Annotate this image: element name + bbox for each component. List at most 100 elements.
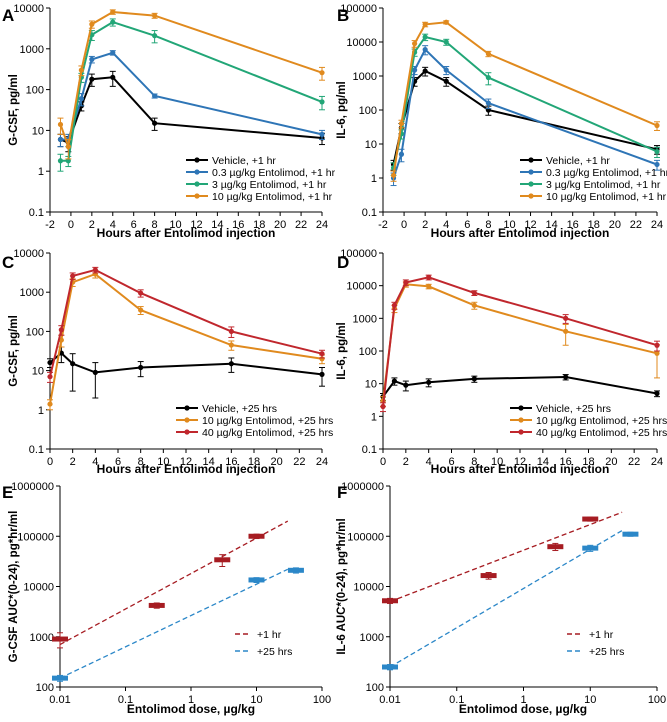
x-tick-label: 14 [545,219,557,231]
series-1 [382,529,639,671]
data-point [403,382,409,388]
x-tick-label: 20 [605,456,617,468]
y-tick-label: 10 [365,379,377,391]
y-tick-label: 10000 [13,3,44,15]
x-tick-label: 18 [588,219,600,231]
series-0 [380,374,660,402]
data-point [412,40,418,47]
x-tick-label: 10 [491,456,503,468]
legend-label: +25 hrs [257,646,292,658]
series-1 [390,45,660,187]
data-point [47,401,53,407]
data-point [110,74,116,80]
panel-letter: E [2,483,13,502]
series-0 [57,70,325,153]
legend-label: 40 µg/kg Entolimod, +25 hrs [536,427,667,439]
panel-letter: D [337,253,349,272]
x-tick-label: 10 [584,694,596,706]
legend-marker [194,181,200,187]
x-tick-label: 16 [232,219,244,231]
legend-marker [528,181,534,187]
y-tick-label: 100000 [340,248,377,260]
y-tick-label: 10000 [346,281,377,293]
y-tick-label: 10000 [13,248,44,260]
y-tick-label: 0.1 [29,207,44,219]
legend-label: 3 µg/kg Entolimod, +1 hr [546,179,661,191]
series-2 [47,266,325,383]
x-tick-label: 12 [180,456,192,468]
x-tick-label: 0 [380,456,386,468]
y-tick-label: 0.1 [362,207,377,219]
series-0 [382,511,623,604]
legend-label: 10 µg/kg Entolimod, +1 hr [212,191,333,203]
y-tick-label: 1000 [353,313,377,325]
panel-letter: A [2,6,14,25]
x-tick-label: 24 [316,219,328,231]
y-tick-label: 100000 [340,3,377,15]
trend-line [389,511,623,603]
data-point [148,602,165,608]
legend-label: 10 µg/kg Entolimod, +25 hrs [202,415,333,427]
data-point [654,350,660,356]
series-1 [57,50,325,148]
x-tick-label: 8 [485,219,491,231]
trend-line [59,520,289,646]
legend-marker [184,417,190,423]
x-tick-label: 20 [271,456,283,468]
legend-label: Vehicle, +1 hr [212,155,276,167]
data-point [382,664,398,670]
legend-label: 0.3 µg/kg Entolimod, +1 hr [212,167,336,179]
legend-marker [184,429,190,435]
series-line [382,375,658,398]
data-point [471,290,477,296]
x-tick-label: 8 [138,456,144,468]
x-tick-label: 2 [422,219,428,231]
y-tick-label: 10 [32,366,44,378]
data-point [622,531,639,537]
series-line [49,351,323,376]
y-tick-label: 100 [359,105,377,117]
y-tick-label: 0.1 [362,444,377,456]
data-point [70,361,76,367]
x-tick-label: 6 [464,219,470,231]
x-tick-label: 16 [560,456,572,468]
x-tick-label: 6 [131,219,137,231]
legend-label: +1 hr [257,629,282,641]
x-tick-label: 18 [253,219,265,231]
data-point [582,516,599,522]
y-tick-label: 10000 [346,37,377,49]
series-line [49,272,323,405]
x-tick-label: 24 [651,456,663,468]
y-tick-label: 100 [26,85,44,97]
x-axis-title: Entolimod dose, µg/kg [127,702,255,716]
series-line [49,268,323,377]
legend: +1 hr +25 hrs [567,629,624,658]
legend-marker [518,405,524,411]
data-point [426,274,432,280]
panel-e: E 100 1000 10000 100000 1000000 0.01 0.1 1 10 100 E… [2,481,331,716]
series-line [382,276,658,407]
y-tick-label: 10000 [353,582,384,594]
x-axis-title: Entolimod dose, µg/kg [459,702,587,716]
data-point [563,374,569,380]
y-tick-label: 1 [38,166,44,178]
legend-label: +1 hr [589,629,614,641]
data-point [47,359,53,366]
data-point [319,351,325,357]
x-axis-title: Hours after Entolimod injection [97,226,276,240]
legend-label: 40 µg/kg Entolimod, +25 hrs [202,427,333,439]
x-tick-label: 20 [274,219,286,231]
x-tick-label: 100 [648,694,666,706]
data-point [78,96,84,102]
x-tick-label: 24 [316,456,328,468]
x-tick-label: 6 [448,456,454,468]
legend-marker [528,157,534,163]
data-point [228,342,234,348]
data-point [471,302,477,308]
data-point [110,50,116,56]
